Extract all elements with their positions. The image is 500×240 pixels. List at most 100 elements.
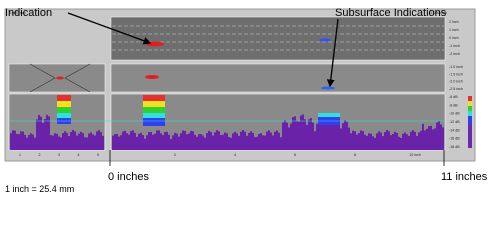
bar bbox=[36, 119, 38, 150]
bar bbox=[82, 133, 84, 150]
screenshot: 0.000 inch 11.000 inch 2 inch 1 inch 0 inc… bbox=[4, 7, 488, 194]
subsurface-blob bbox=[319, 38, 331, 42]
bar bbox=[98, 130, 100, 150]
bar bbox=[316, 123, 318, 150]
bar bbox=[94, 135, 96, 150]
bar bbox=[434, 128, 436, 150]
bar bbox=[24, 134, 26, 150]
bar bbox=[28, 134, 30, 150]
bar bbox=[344, 120, 346, 150]
bar bbox=[180, 133, 182, 150]
bar bbox=[96, 131, 98, 150]
bar bbox=[160, 133, 162, 150]
bar bbox=[268, 130, 270, 150]
bar bbox=[262, 135, 264, 150]
bar bbox=[174, 132, 176, 150]
bar bbox=[432, 129, 434, 150]
bar bbox=[346, 121, 348, 150]
left-x-tick: 4 bbox=[78, 153, 80, 157]
bar bbox=[276, 130, 278, 150]
bar bbox=[384, 132, 386, 150]
bar bbox=[298, 121, 300, 150]
bar bbox=[210, 131, 212, 150]
bar bbox=[380, 132, 382, 150]
bar bbox=[254, 137, 256, 150]
bar bbox=[88, 133, 90, 150]
bar bbox=[394, 131, 396, 150]
amp-axis-label: -18 dB bbox=[449, 145, 460, 149]
bar bbox=[322, 123, 324, 150]
bar bbox=[68, 136, 70, 150]
bar bbox=[198, 134, 200, 150]
bar bbox=[182, 130, 184, 150]
bar bbox=[126, 133, 128, 150]
bar bbox=[168, 134, 170, 150]
bar bbox=[66, 132, 68, 150]
bar bbox=[192, 131, 194, 150]
bar bbox=[46, 114, 48, 150]
top-axis-label: 0 inch bbox=[449, 36, 459, 40]
bar bbox=[196, 136, 198, 150]
bar bbox=[308, 119, 310, 150]
bar bbox=[304, 119, 306, 150]
bar bbox=[418, 132, 420, 150]
x-tick: 8 bbox=[354, 153, 356, 157]
b-scan-blob bbox=[145, 75, 159, 79]
bar bbox=[328, 114, 330, 150]
bar bbox=[190, 130, 192, 150]
peak-left bbox=[57, 95, 71, 124]
bar bbox=[352, 130, 354, 150]
bar bbox=[278, 132, 280, 150]
bar bbox=[260, 133, 262, 150]
bar bbox=[390, 135, 392, 150]
bar bbox=[42, 123, 44, 150]
left-x-tick: 3 bbox=[58, 153, 60, 157]
bar bbox=[52, 135, 54, 150]
bar bbox=[148, 131, 150, 150]
bar bbox=[370, 133, 372, 150]
indication-arrow bbox=[67, 12, 152, 45]
bar bbox=[236, 133, 238, 150]
amplitude-bars bbox=[10, 114, 444, 150]
bar bbox=[264, 135, 266, 150]
scale-note: 1 inch = 25.4 mm bbox=[5, 184, 74, 194]
mid-axis-label: -2.0 inch bbox=[449, 80, 463, 84]
bar bbox=[138, 133, 140, 150]
bar bbox=[206, 133, 208, 150]
bar bbox=[424, 130, 426, 150]
bar bbox=[152, 134, 154, 150]
bar bbox=[154, 133, 156, 150]
bar bbox=[200, 134, 202, 150]
bar bbox=[112, 135, 114, 150]
bar bbox=[162, 135, 164, 150]
bar bbox=[414, 131, 416, 150]
bar bbox=[266, 131, 268, 150]
bar bbox=[26, 137, 28, 150]
bar bbox=[170, 138, 172, 150]
bar bbox=[408, 135, 410, 150]
bar bbox=[270, 132, 272, 150]
bar bbox=[216, 130, 218, 150]
bar bbox=[118, 136, 120, 150]
bar bbox=[44, 119, 46, 150]
bar bbox=[32, 134, 34, 150]
bar bbox=[368, 133, 370, 150]
bar bbox=[272, 135, 274, 150]
bar bbox=[400, 137, 402, 150]
bar bbox=[228, 137, 230, 150]
bar bbox=[284, 120, 286, 150]
bar bbox=[242, 130, 244, 150]
bar bbox=[312, 122, 314, 150]
bar bbox=[234, 131, 236, 150]
bar bbox=[214, 132, 216, 150]
bar bbox=[14, 130, 16, 150]
bar bbox=[258, 133, 260, 150]
bar bbox=[54, 133, 56, 150]
bar bbox=[60, 137, 62, 150]
bar bbox=[294, 116, 296, 150]
bar bbox=[386, 130, 388, 150]
bar bbox=[120, 135, 122, 150]
bar bbox=[244, 131, 246, 150]
bar bbox=[136, 136, 138, 150]
bar bbox=[100, 132, 102, 150]
